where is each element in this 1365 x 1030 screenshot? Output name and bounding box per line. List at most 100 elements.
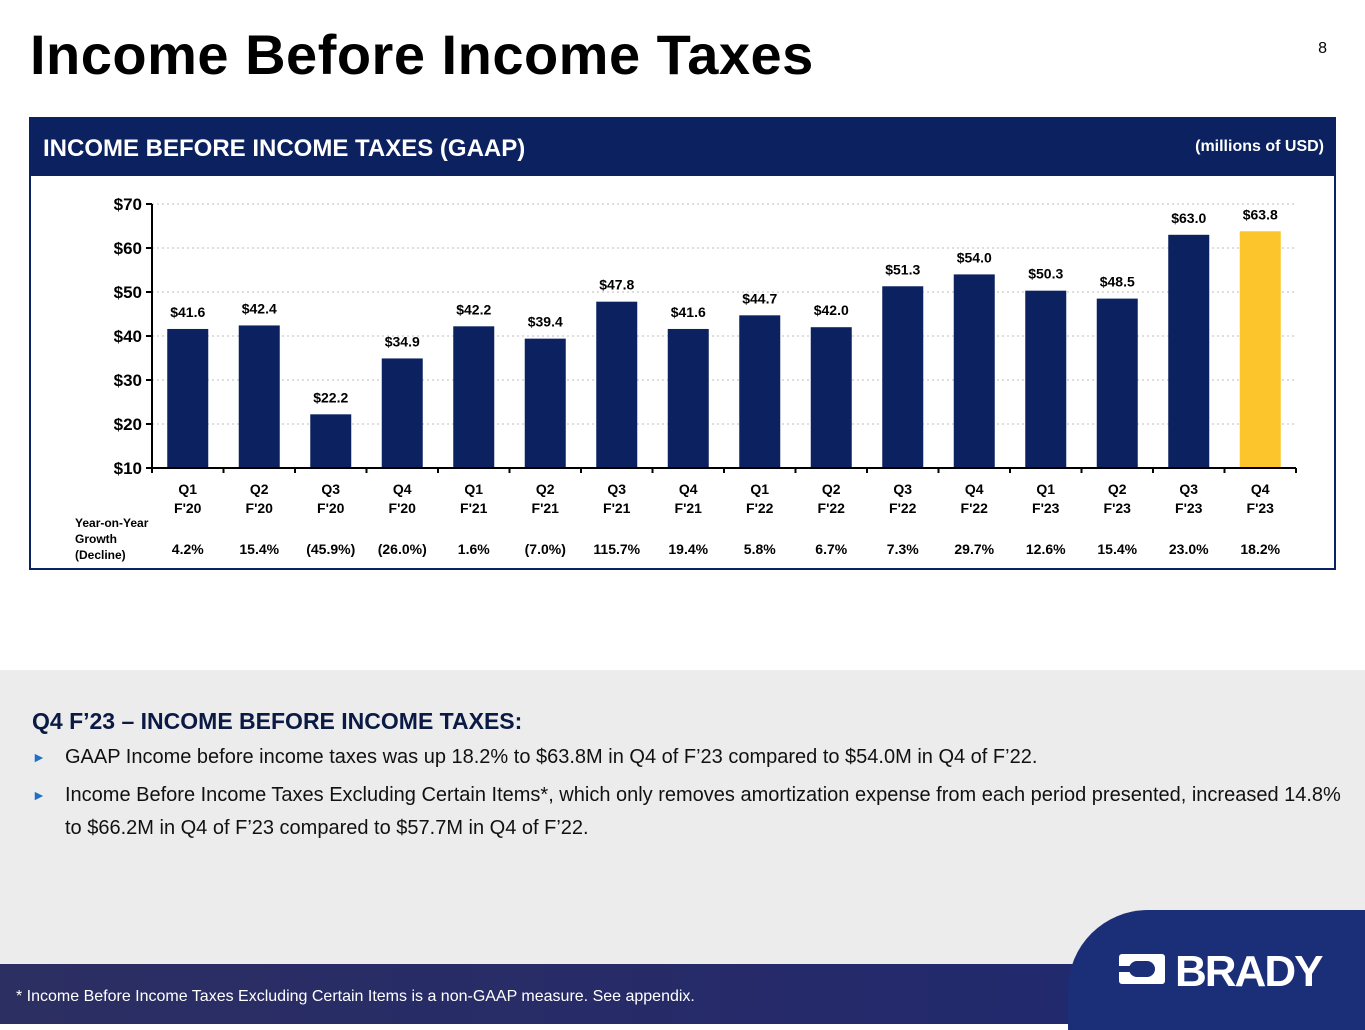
bar [882, 286, 924, 468]
bar [238, 325, 280, 468]
x-tick-label: F'21 [603, 500, 631, 516]
bar-value-label: $51.3 [885, 261, 920, 277]
x-tick-label: Q1 [750, 481, 769, 497]
bar [810, 327, 852, 468]
bar [524, 338, 566, 468]
y-tick-label: $60 [114, 239, 142, 258]
y-tick-label: $50 [114, 283, 142, 302]
growth-value: (26.0%) [378, 541, 427, 557]
triangle-right-icon: ► [32, 787, 46, 803]
triangle-right-icon: ► [32, 749, 46, 765]
bar [953, 274, 995, 468]
slide-title: Income Before Income Taxes [30, 23, 814, 86]
x-tick-label: F'23 [1175, 500, 1203, 516]
x-tick-label: Q4 [965, 481, 984, 497]
brand-wordmark: BRADY [1175, 947, 1323, 994]
growth-row-label: Growth [75, 532, 117, 546]
bar [453, 326, 495, 468]
bar [1096, 298, 1138, 468]
y-tick-label: $40 [114, 327, 142, 346]
growth-value: 15.4% [239, 541, 279, 557]
x-tick-label: F'20 [389, 500, 417, 516]
chart-unit-label: (millions of USD) [1195, 138, 1324, 155]
bar-chart: $10 $20 $30 $40 $50 $60 $70 $41.6 Q1 F'20 4.2% $42.… [75, 195, 1297, 562]
x-tick-label: Q3 [1179, 481, 1198, 497]
commentary-bullet: ► GAAP Income before income taxes was up… [32, 741, 1345, 774]
bar-value-label: $41.6 [170, 304, 205, 320]
growth-value: 1.6% [458, 541, 490, 557]
x-tick-label: F'22 [961, 500, 989, 516]
x-tick-label: F'23 [1104, 500, 1132, 516]
x-tick-label: Q3 [607, 481, 626, 497]
y-tick-label: $20 [114, 415, 142, 434]
x-tick-label: F'23 [1247, 500, 1275, 516]
x-tick-label: Q2 [536, 481, 555, 497]
bar [310, 414, 352, 468]
bar [381, 358, 423, 468]
growth-value: 19.4% [668, 541, 708, 557]
page-number: 8 [1318, 40, 1327, 57]
growth-value: 4.2% [172, 541, 204, 557]
growth-value: 6.7% [815, 541, 847, 557]
y-tick-label: $70 [114, 195, 142, 214]
x-tick-label: Q2 [1108, 481, 1127, 497]
growth-value: (45.9%) [306, 541, 355, 557]
bar-value-label: $44.7 [742, 290, 777, 306]
y-tick-label: $30 [114, 371, 142, 390]
chart-panel: INCOME BEFORE INCOME TAXES (GAAP) (milli… [29, 117, 1336, 570]
commentary-heading: Q4 F’23 – INCOME BEFORE INCOME TAXES: [32, 708, 523, 734]
x-tick-label: F'20 [246, 500, 274, 516]
x-tick-label: F'21 [532, 500, 560, 516]
x-tick-label: Q1 [1036, 481, 1055, 497]
bar-value-label: $22.2 [313, 389, 348, 405]
bar [1025, 290, 1067, 468]
axes [146, 203, 1297, 473]
bar-value-label: $54.0 [957, 249, 992, 265]
growth-value: 5.8% [744, 541, 776, 557]
x-tick-label: F'21 [460, 500, 488, 516]
growth-value: 7.3% [887, 541, 919, 557]
bars [167, 231, 1281, 468]
bar [667, 328, 709, 468]
x-tick-label: Q3 [321, 481, 340, 497]
bar-value-label: $50.3 [1028, 266, 1063, 282]
x-tick-label: F'23 [1032, 500, 1060, 516]
bar-value-label: $42.0 [814, 302, 849, 318]
x-tick-label: F'21 [675, 500, 703, 516]
bullet-text: Income Before Income Taxes Excluding Cer… [65, 784, 1341, 839]
x-tick-label: Q4 [1251, 481, 1270, 497]
chart-header: INCOME BEFORE INCOME TAXES (GAAP) (milli… [31, 119, 1334, 176]
bar-value-label: $41.6 [671, 304, 706, 320]
bar-value-label: $42.4 [242, 300, 277, 316]
footnote: * Income Before Income Taxes Excluding C… [16, 988, 695, 1005]
growth-row-label: (Decline) [75, 548, 126, 562]
x-tick-label: F'20 [317, 500, 345, 516]
x-tick-label: F'20 [174, 500, 202, 516]
growth-value: 15.4% [1097, 541, 1137, 557]
bar [1239, 231, 1281, 468]
growth-value: 115.7% [593, 541, 640, 557]
bar-value-label: $63.0 [1171, 210, 1206, 226]
bar [167, 328, 209, 468]
bar-value-label: $42.2 [456, 301, 491, 317]
bar [596, 301, 638, 468]
bar [1168, 234, 1210, 468]
bar-value-label: $48.5 [1100, 274, 1135, 290]
chart-title: INCOME BEFORE INCOME TAXES (GAAP) [43, 135, 526, 162]
x-tick-label: Q3 [893, 481, 912, 497]
growth-row-label: Year-on-Year [75, 516, 149, 530]
growth-value: 12.6% [1026, 541, 1066, 557]
brady-logo-icon: BRADY [1117, 947, 1325, 994]
x-tick-label: Q4 [679, 481, 698, 497]
x-tick-label: F'22 [889, 500, 917, 516]
growth-value: (7.0%) [525, 541, 566, 557]
x-tick-label: Q1 [178, 481, 197, 497]
x-tick-label: F'22 [746, 500, 774, 516]
x-tick-label: Q4 [393, 481, 412, 497]
bar-value-label: $63.8 [1243, 206, 1278, 222]
bar-value-label: $39.4 [528, 314, 563, 330]
x-tick-label: Q1 [464, 481, 483, 497]
x-tick-label: F'22 [818, 500, 846, 516]
bar [739, 315, 781, 468]
x-tick-label: Q2 [250, 481, 269, 497]
